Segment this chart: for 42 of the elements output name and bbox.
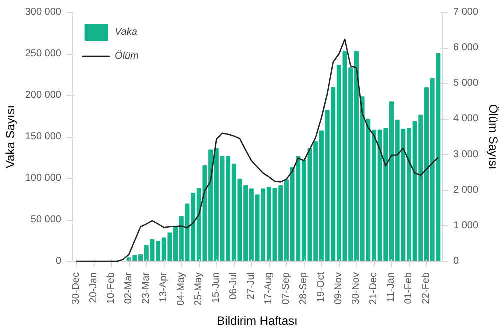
y2-tick-label: 5 000: [454, 78, 479, 90]
y-tick-label: 300 000: [25, 7, 62, 18]
y2-tick-label: 2 000: [454, 184, 479, 196]
y2-tick-label: 0: [454, 256, 460, 267]
y-tick-label: 150 000: [25, 132, 62, 142]
y-axis-title: Vaka Sayısı: [3, 105, 18, 169]
x-tick-label: 15-Jun: [211, 272, 222, 304]
y-tick-label: 50 000: [30, 214, 62, 226]
x-tick-label: 13-Apr: [158, 272, 170, 303]
line-series: [76, 38, 440, 262]
y2-axis-title: Ölüm Sayısı: [486, 104, 501, 170]
x-tick-label: 04-May: [176, 272, 188, 306]
x-tick-label: 19-Oct: [316, 272, 328, 303]
x-tick-label: 09-Nov: [334, 272, 345, 305]
x-tick-label: 28-Sep: [298, 272, 310, 305]
x-tick-label: 06-Jul: [228, 272, 240, 300]
y2-tick-label: 6 000: [454, 42, 479, 54]
y-tick-label: 200 000: [25, 90, 62, 101]
x-tick-label: 17-Aug: [264, 272, 275, 305]
x-axis-title: Bildirim Haftası: [217, 314, 298, 328]
x-tick-label: 01-Feb: [404, 272, 415, 304]
legend-label: Ölüm: [115, 50, 139, 62]
x-tick-label: 11-Jan: [386, 272, 398, 302]
legend-label: Vaka: [115, 26, 138, 38]
y-tick-label: 250 000: [25, 48, 62, 60]
x-tick-label: 30-Nov: [351, 272, 362, 305]
y2-tick-label: 1 000: [454, 220, 479, 232]
x-tick-label: 21-Dec: [368, 272, 380, 305]
x-tick-label: 25-May: [194, 272, 205, 306]
x-tick-label: 30-Dec: [71, 272, 82, 305]
x-tick-label: 07-Sep: [281, 272, 292, 305]
y2-tick-label: 4 000: [454, 114, 479, 125]
x-tick-label: 23-Mar: [141, 272, 152, 304]
x-tick-label: 27-Jul: [246, 272, 258, 300]
x-tick-label: 10-Feb: [106, 272, 118, 304]
x-tick-label: 02-Mar: [124, 272, 135, 304]
y2-tick-label: 7 000: [454, 7, 479, 18]
x-tick-label: 20-Jan: [88, 272, 100, 304]
y-tick-label: 0: [56, 256, 62, 267]
y-tick-label: 100 000: [25, 173, 62, 184]
y2-tick-label: 3 000: [454, 149, 479, 160]
x-tick-label: 22-Feb: [421, 272, 432, 304]
